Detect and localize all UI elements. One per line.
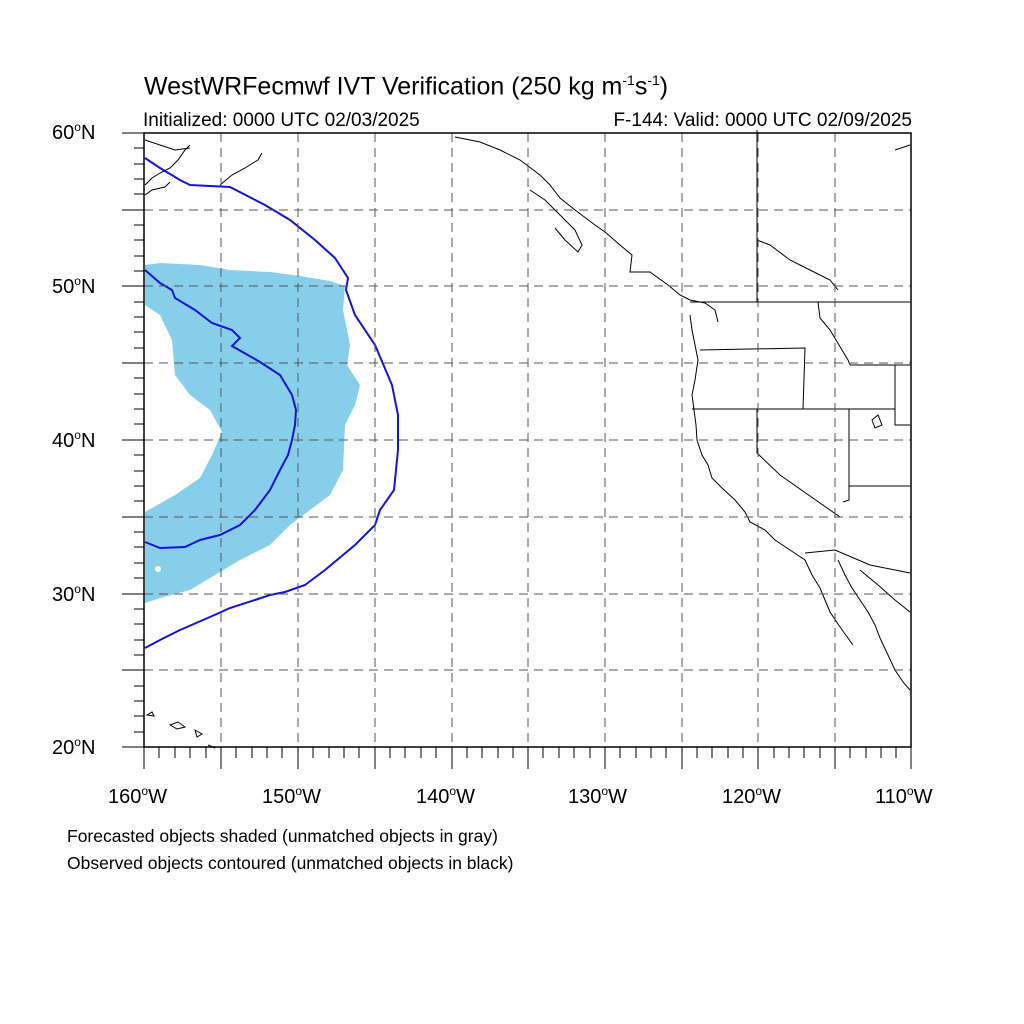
observed-object-inner — [144, 269, 298, 550]
lon-label-150w: 150oW — [262, 784, 321, 808]
lat-label-30n: 30oN — [52, 582, 96, 606]
lon-label-140w: 140oW — [416, 784, 475, 808]
valid-time-label: F-144: Valid: 0000 UTC 02/09/2025 — [613, 110, 912, 131]
lat-label-20n: 20oN — [52, 735, 96, 759]
lat-label-60n: 60oN — [52, 120, 96, 144]
lon-label-120w: 120oW — [722, 784, 781, 808]
lon-label-130w: 130oW — [568, 784, 627, 808]
footnote-forecast: Forecasted objects shaded (unmatched obj… — [67, 826, 498, 846]
chart-title: WestWRFecmwf IVT Verification (250 kg m-… — [144, 72, 669, 101]
lat-label-40n: 40oN — [52, 428, 96, 452]
lat-label-50n: 50oN — [52, 274, 96, 298]
lon-label-160w: 160oW — [108, 784, 167, 808]
footnote-observed: Observed objects contoured (unmatched ob… — [67, 853, 514, 873]
lon-label-110w: 110oW — [875, 784, 933, 808]
forecast-object — [145, 263, 360, 603]
state-borders — [690, 130, 911, 574]
coastlines — [144, 136, 911, 749]
init-time-label: Initialized: 0000 UTC 02/03/2025 — [143, 110, 420, 131]
grid-lines — [144, 133, 911, 747]
observed-object-outer — [144, 157, 399, 649]
forecast-gap — [155, 566, 161, 572]
axis-ticks — [122, 132, 912, 769]
